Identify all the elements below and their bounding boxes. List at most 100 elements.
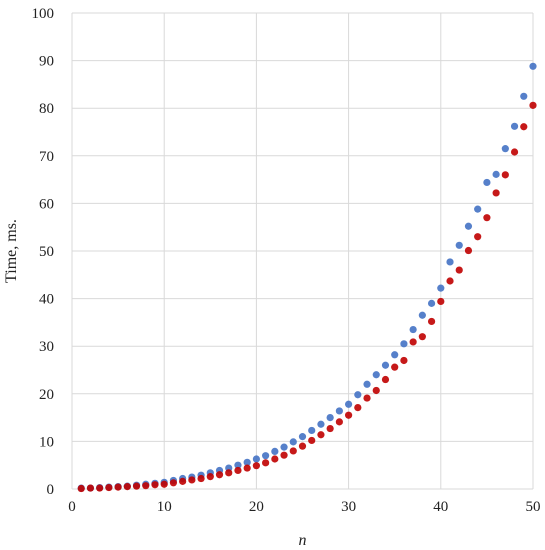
data-point xyxy=(455,266,463,274)
x-tick-label: 20 xyxy=(249,499,264,515)
x-tick-label: 30 xyxy=(341,499,356,515)
data-point xyxy=(529,62,537,70)
data-point xyxy=(391,351,399,359)
data-point xyxy=(345,411,353,419)
data-point xyxy=(345,400,353,408)
data-point xyxy=(400,340,408,348)
y-tick-label: 70 xyxy=(39,149,54,165)
x-tick-label: 50 xyxy=(526,499,541,515)
data-point xyxy=(179,477,187,485)
data-points xyxy=(77,62,537,493)
data-point xyxy=(114,483,122,491)
data-point xyxy=(400,356,408,365)
data-point xyxy=(151,481,159,489)
data-point xyxy=(262,459,270,467)
data-point xyxy=(464,222,473,230)
data-point xyxy=(354,404,362,412)
data-point xyxy=(280,443,288,451)
data-point xyxy=(298,433,307,441)
data-point xyxy=(501,171,509,179)
data-point xyxy=(317,420,325,428)
y-axis-title: Time, ms. xyxy=(3,219,20,283)
data-point xyxy=(289,447,297,455)
data-point xyxy=(418,311,426,319)
data-point xyxy=(335,407,343,415)
tick-labels: 0 10 20 30 40 50 0 10 20 30 40 50 60 70 80 90 100 xyxy=(32,6,541,515)
data-point xyxy=(446,258,454,266)
data-point xyxy=(483,178,491,187)
data-point xyxy=(381,375,390,384)
data-point xyxy=(234,466,242,475)
series-0-points xyxy=(77,62,537,492)
y-tick-label: 40 xyxy=(39,292,54,308)
data-point xyxy=(492,170,500,178)
data-point xyxy=(271,447,279,455)
data-point xyxy=(160,480,168,488)
data-point xyxy=(492,189,500,197)
data-point xyxy=(86,484,95,492)
data-point xyxy=(520,123,528,131)
data-point xyxy=(271,455,279,463)
data-point xyxy=(483,214,491,222)
data-point xyxy=(335,418,343,426)
data-point xyxy=(289,438,297,446)
data-point xyxy=(437,297,445,306)
data-point xyxy=(510,148,519,156)
data-point xyxy=(142,482,150,490)
data-point xyxy=(427,317,436,326)
data-point xyxy=(252,455,260,463)
data-point xyxy=(455,241,463,249)
data-point xyxy=(252,462,260,470)
data-point xyxy=(317,431,325,439)
data-point xyxy=(437,284,445,292)
data-point xyxy=(188,476,196,484)
data-point xyxy=(418,333,426,341)
data-point xyxy=(520,92,528,100)
x-tick-label: 10 xyxy=(157,499,172,515)
series-1-points xyxy=(77,101,537,493)
data-point xyxy=(225,469,233,477)
data-point xyxy=(123,483,131,491)
data-point xyxy=(363,394,371,402)
y-tick-label: 10 xyxy=(39,434,54,450)
y-tick-label: 90 xyxy=(39,54,54,70)
data-point xyxy=(474,205,482,213)
data-point xyxy=(197,474,205,483)
data-point xyxy=(280,451,288,459)
data-point xyxy=(77,484,85,493)
y-tick-label: 30 xyxy=(39,339,54,355)
y-tick-label: 0 xyxy=(47,482,55,498)
data-point xyxy=(409,338,417,346)
data-point xyxy=(409,325,417,334)
grid-lines xyxy=(71,12,534,490)
data-point xyxy=(501,145,509,153)
data-point xyxy=(354,391,362,399)
x-tick-label: 0 xyxy=(68,499,76,515)
y-tick-label: 50 xyxy=(39,244,54,260)
data-point xyxy=(105,483,113,492)
data-point xyxy=(243,458,251,466)
data-point xyxy=(308,436,316,445)
data-point xyxy=(372,386,380,395)
y-tick-label: 60 xyxy=(39,196,54,212)
y-tick-label: 80 xyxy=(39,101,54,117)
data-point xyxy=(381,361,390,369)
data-point xyxy=(96,484,104,492)
y-tick-label: 20 xyxy=(39,387,54,403)
data-point xyxy=(234,461,242,469)
data-point xyxy=(206,473,214,481)
data-point xyxy=(132,482,141,490)
data-point xyxy=(308,426,316,435)
data-point xyxy=(363,380,371,388)
data-point xyxy=(391,363,399,371)
data-point xyxy=(262,452,270,460)
data-point xyxy=(169,479,178,487)
data-point xyxy=(326,424,334,433)
data-point xyxy=(427,299,436,307)
data-point xyxy=(529,101,537,109)
x-axis-title: n xyxy=(299,532,307,549)
y-tick-label: 100 xyxy=(32,6,55,22)
data-point xyxy=(326,414,334,422)
data-point xyxy=(372,371,380,379)
